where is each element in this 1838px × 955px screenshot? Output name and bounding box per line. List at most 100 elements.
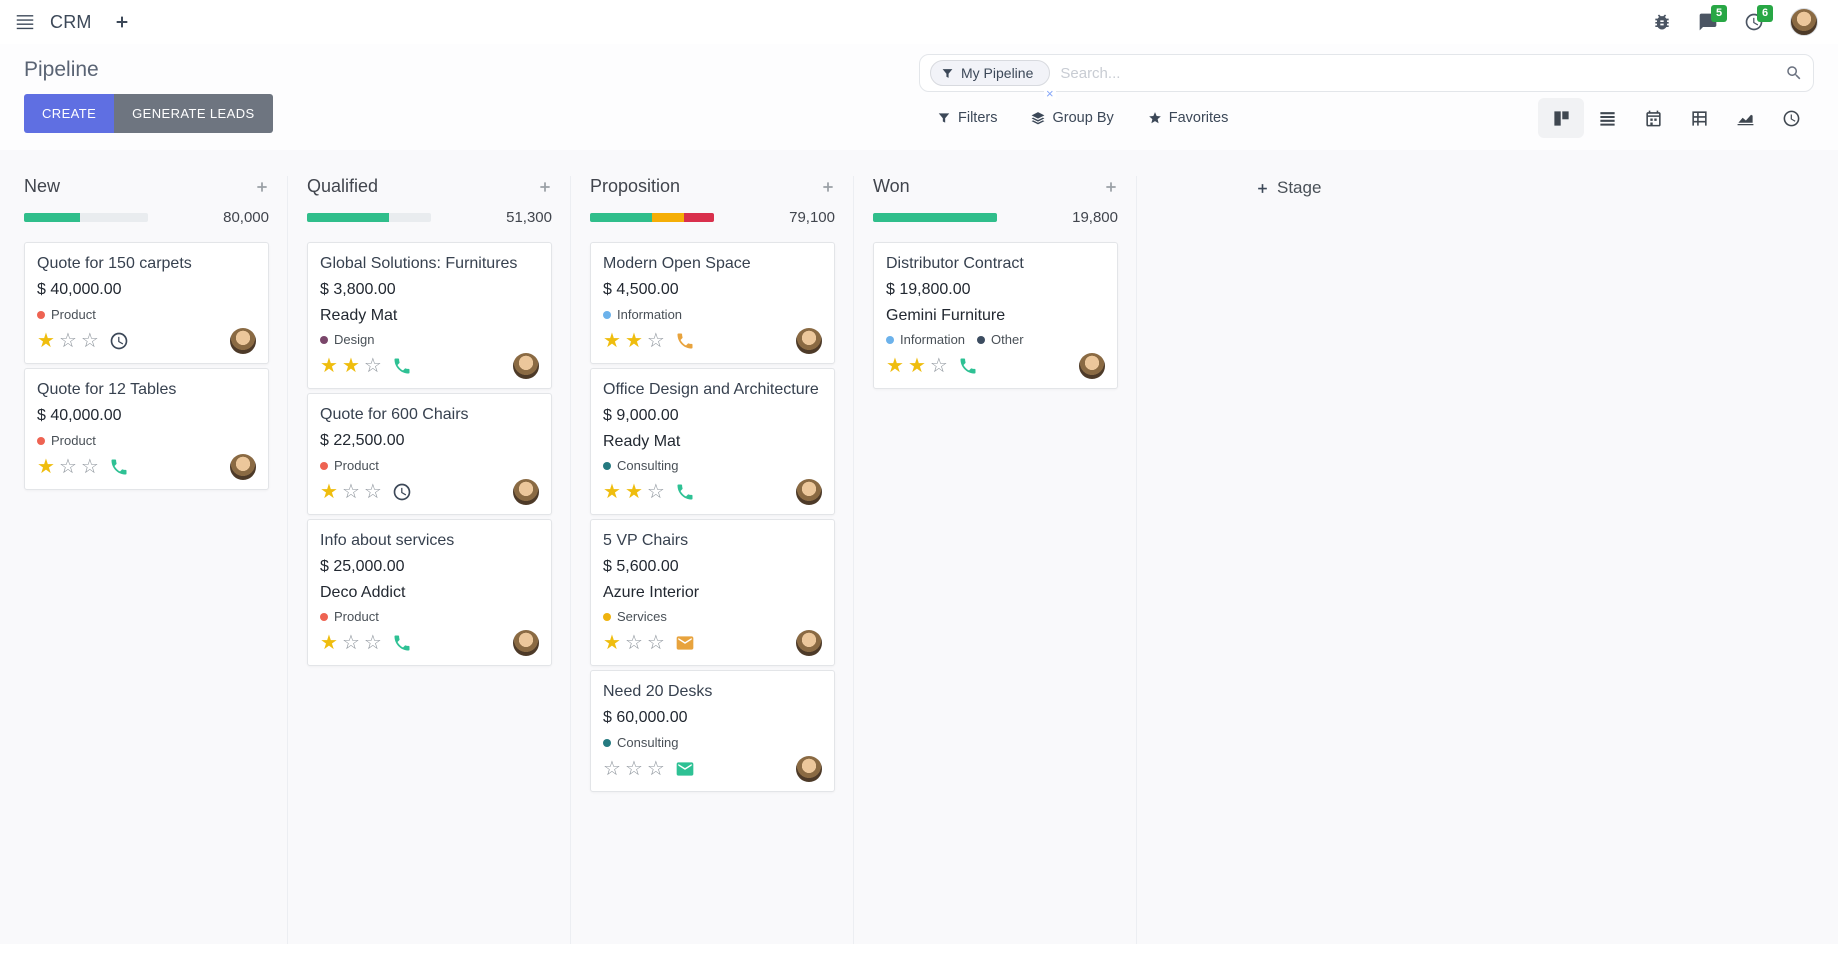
star-icon[interactable] (320, 482, 338, 502)
salesperson-avatar[interactable] (513, 353, 539, 379)
star-empty-icon[interactable] (647, 482, 665, 502)
star-empty-icon[interactable] (59, 457, 77, 477)
column-progressbar[interactable] (873, 213, 997, 222)
add-record-icon[interactable] (538, 180, 552, 194)
star-empty-icon[interactable] (364, 356, 382, 376)
priority-stars[interactable] (320, 482, 382, 502)
star-empty-icon[interactable] (342, 633, 360, 653)
star-icon[interactable] (603, 482, 621, 502)
star-empty-icon[interactable] (59, 331, 77, 351)
star-icon[interactable] (320, 356, 338, 376)
star-icon[interactable] (603, 633, 621, 653)
star-empty-icon[interactable] (81, 457, 99, 477)
priority-stars[interactable] (603, 331, 665, 351)
view-graph-button[interactable] (1722, 98, 1768, 138)
salesperson-avatar[interactable] (230, 454, 256, 480)
activity-phone-icon[interactable] (675, 482, 695, 502)
activity-phone-icon[interactable] (109, 457, 129, 477)
favorites-menu[interactable]: Favorites (1148, 110, 1228, 126)
view-pivot-button[interactable] (1676, 98, 1722, 138)
column-progressbar[interactable] (24, 213, 148, 222)
kanban-card[interactable]: Office Design and Architecture $ 9,000.0… (590, 368, 835, 515)
activity-phone-icon[interactable] (392, 633, 412, 653)
star-icon[interactable] (886, 356, 904, 376)
salesperson-avatar[interactable] (1079, 353, 1105, 379)
salesperson-avatar[interactable] (796, 328, 822, 354)
add-record-icon[interactable] (255, 180, 269, 194)
view-kanban-button[interactable] (1538, 98, 1584, 138)
search-input[interactable] (1050, 64, 1785, 82)
salesperson-avatar[interactable] (796, 479, 822, 505)
kanban-card[interactable]: 5 VP Chairs $ 5,600.00 Azure Interior Se… (590, 519, 835, 666)
kanban-card[interactable]: Global Solutions: Furnitures $ 3,800.00 … (307, 242, 552, 389)
kanban-card[interactable]: Quote for 600 Chairs $ 22,500.00 Product (307, 393, 552, 515)
add-stage-button[interactable]: Stage (1256, 176, 1321, 944)
create-button[interactable]: CREATE (24, 94, 115, 133)
star-icon[interactable] (603, 331, 621, 351)
star-empty-icon[interactable] (625, 759, 643, 779)
search-facet-my-pipeline[interactable]: My Pipeline (930, 60, 1051, 86)
view-list-button[interactable] (1584, 98, 1630, 138)
activity-clock-icon[interactable] (109, 331, 129, 351)
user-avatar[interactable] (1790, 8, 1818, 36)
star-empty-icon[interactable] (930, 356, 948, 376)
kanban-card[interactable]: Quote for 150 carpets $ 40,000.00 Produc… (24, 242, 269, 364)
add-record-icon[interactable] (821, 180, 835, 194)
salesperson-avatar[interactable] (230, 328, 256, 354)
priority-stars[interactable] (886, 356, 948, 376)
priority-stars[interactable] (320, 356, 382, 376)
search-icon[interactable] (1785, 64, 1803, 82)
priority-stars[interactable] (320, 633, 382, 653)
star-icon[interactable] (37, 331, 55, 351)
star-icon[interactable] (908, 356, 926, 376)
column-progressbar[interactable] (307, 213, 431, 222)
generate-leads-button[interactable]: GENERATE LEADS (114, 94, 273, 133)
facet-remove-icon[interactable]: × (1044, 86, 1056, 101)
activities-clock-icon[interactable]: 6 (1744, 5, 1774, 32)
star-icon[interactable] (320, 633, 338, 653)
activity-phone-icon[interactable] (675, 331, 695, 351)
star-empty-icon[interactable] (364, 633, 382, 653)
salesperson-avatar[interactable] (513, 479, 539, 505)
salesperson-avatar[interactable] (796, 630, 822, 656)
priority-stars[interactable] (37, 331, 99, 351)
star-icon[interactable] (625, 331, 643, 351)
priority-stars[interactable] (603, 759, 665, 779)
search-bar[interactable]: My Pipeline × (919, 54, 1814, 100)
star-empty-icon[interactable] (81, 331, 99, 351)
priority-stars[interactable] (37, 457, 99, 477)
view-activity-button[interactable] (1768, 98, 1814, 138)
activity-phone-icon[interactable] (958, 356, 978, 376)
star-empty-icon[interactable] (647, 759, 665, 779)
star-empty-icon[interactable] (603, 759, 621, 779)
kanban-card[interactable]: Info about services $ 25,000.00 Deco Add… (307, 519, 552, 666)
app-name[interactable]: CRM (50, 11, 92, 32)
star-empty-icon[interactable] (625, 633, 643, 653)
star-empty-icon[interactable] (647, 633, 665, 653)
salesperson-avatar[interactable] (513, 630, 539, 656)
priority-stars[interactable] (603, 633, 665, 653)
add-tab-icon[interactable] (114, 14, 130, 30)
star-icon[interactable] (37, 457, 55, 477)
add-record-icon[interactable] (1104, 180, 1118, 194)
star-empty-icon[interactable] (364, 482, 382, 502)
filters-menu[interactable]: Filters (937, 110, 997, 126)
star-empty-icon[interactable] (342, 482, 360, 502)
activity-phone-icon[interactable] (392, 356, 412, 376)
star-icon[interactable] (342, 356, 360, 376)
salesperson-avatar[interactable] (796, 756, 822, 782)
activity-clock-icon[interactable] (392, 482, 412, 502)
activity-envelope-icon[interactable] (675, 633, 695, 653)
star-empty-icon[interactable] (647, 331, 665, 351)
kanban-card[interactable]: Modern Open Space $ 4,500.00 Information (590, 242, 835, 364)
priority-stars[interactable] (603, 482, 665, 502)
column-progressbar[interactable] (590, 213, 714, 222)
group-by-menu[interactable]: Group By (1031, 110, 1114, 126)
activity-envelope-icon[interactable] (675, 759, 695, 779)
kanban-card[interactable]: Need 20 Desks $ 60,000.00 Consulting (590, 670, 835, 792)
view-calendar-button[interactable] (1630, 98, 1676, 138)
kanban-card[interactable]: Quote for 12 Tables $ 40,000.00 Product (24, 368, 269, 490)
star-icon[interactable] (625, 482, 643, 502)
messages-icon[interactable]: 5 (1698, 5, 1728, 32)
kanban-card[interactable]: Distributor Contract $ 19,800.00 Gemini … (873, 242, 1118, 389)
